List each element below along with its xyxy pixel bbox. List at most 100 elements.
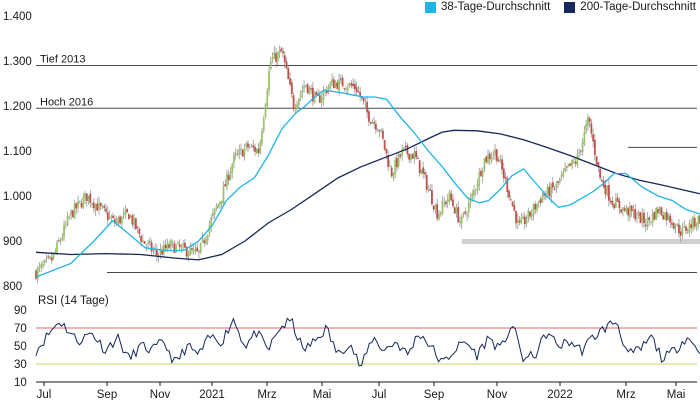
candle-body [485, 156, 488, 162]
candle-body [352, 83, 355, 87]
support-zone [462, 239, 700, 244]
candle-body [408, 153, 411, 160]
candle-body [248, 147, 251, 149]
candle-body [264, 104, 267, 117]
candle-body [532, 204, 535, 216]
candle-body [618, 200, 621, 209]
candle-body [43, 259, 46, 263]
candle-body [543, 193, 545, 196]
candle-body [627, 208, 630, 216]
candle-body [450, 193, 453, 201]
price-y-tick-label: 1.300 [3, 56, 32, 68]
candle-body [38, 266, 41, 268]
candle-body [636, 217, 638, 219]
candle-body [513, 204, 516, 211]
candle-body [106, 212, 109, 220]
candle-body [650, 221, 652, 223]
candle-body [494, 149, 496, 156]
candle-body [574, 161, 577, 164]
legend-item-ma200: 200-Tage-Durchschnitt [564, 1, 696, 13]
candle-body [141, 240, 144, 242]
candle-body [464, 211, 467, 214]
candle-body [600, 180, 603, 182]
candle-body [287, 67, 290, 80]
candle-body [120, 216, 123, 224]
candle-body [623, 208, 626, 211]
candle-body [413, 152, 416, 159]
candle-body [530, 213, 533, 217]
candle-body [690, 224, 693, 228]
candle-body [492, 154, 495, 156]
candle-body [78, 200, 81, 203]
candle-body [61, 236, 64, 240]
candle-body [536, 203, 538, 211]
candle-body [164, 244, 167, 249]
candle-body [564, 167, 566, 172]
candle-body [537, 201, 540, 203]
candle-body [511, 201, 514, 206]
candle-body [427, 188, 430, 190]
legend-label-ma200: 200-Tage-Durchschnitt [580, 1, 696, 13]
rsi-y-tick-label: 70 [14, 323, 27, 335]
legend-swatch-ma38 [424, 1, 436, 13]
candle-body [488, 153, 491, 159]
candle-body [229, 172, 232, 179]
candle-body [403, 146, 405, 149]
candle-body [420, 169, 423, 175]
candle-body [520, 218, 523, 224]
candle-body [89, 193, 92, 204]
candle-body [290, 82, 293, 95]
candle-body [518, 220, 521, 223]
candle-body [353, 83, 356, 90]
candle-body [115, 221, 118, 224]
candle-body [131, 215, 134, 225]
candle-body [553, 188, 556, 190]
candle-body [446, 199, 449, 203]
candle-body [672, 223, 675, 229]
candle-body [639, 212, 642, 224]
candle-body [595, 156, 598, 165]
candle-body [664, 213, 666, 220]
candle-body [215, 206, 218, 209]
candle-body [124, 210, 127, 216]
candle-body [374, 123, 377, 130]
x-tick-label: Jul [372, 389, 387, 400]
candle-body [697, 215, 700, 225]
candle-body [45, 258, 48, 260]
candle-body [455, 207, 458, 213]
candle-body [108, 216, 111, 219]
candle-body [187, 254, 190, 258]
candle-body [462, 212, 465, 215]
rsi-panel: 10 30 50 70 90 [14, 305, 700, 389]
candle-body [231, 163, 234, 173]
x-tick-label: Mai [313, 389, 332, 400]
rsi-y-tick-label: 30 [14, 359, 27, 371]
candle-body [199, 242, 202, 253]
reference-label-tief-2013: Tief 2013 [40, 54, 85, 66]
candle-body [436, 204, 439, 219]
candle-body [388, 166, 391, 168]
candle-body [259, 141, 262, 154]
candle-body [572, 161, 575, 163]
candle-body [71, 210, 74, 218]
candle-body [182, 243, 185, 246]
candle-body [683, 225, 686, 227]
candle-body [415, 151, 418, 158]
candle-body [184, 242, 186, 248]
candle-body [678, 224, 680, 234]
candle-body [339, 78, 342, 80]
ma38-line [35, 89, 700, 278]
candle-body [341, 77, 344, 87]
candle-body [357, 91, 360, 93]
candle-body [180, 245, 183, 249]
candle-body [103, 205, 106, 208]
candle-body [653, 212, 656, 220]
candle-body [196, 247, 199, 252]
candle-body [460, 215, 463, 224]
candle-body [311, 87, 314, 102]
candle-body [271, 57, 274, 60]
candle-body [140, 236, 143, 242]
candle-body [541, 195, 544, 204]
candle-body [296, 104, 298, 110]
candle-body [369, 122, 372, 124]
